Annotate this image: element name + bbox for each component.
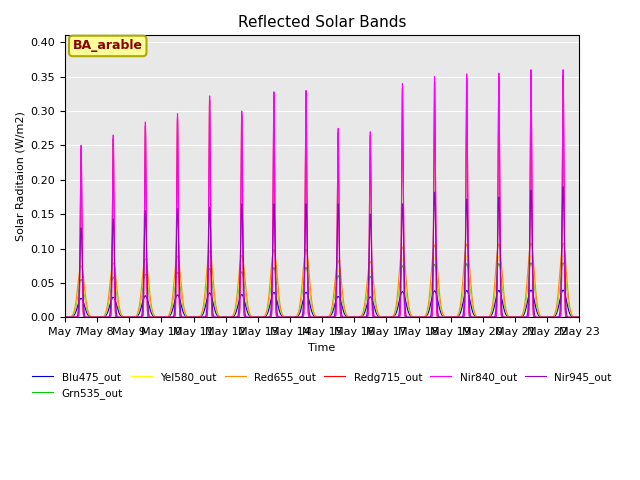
Blu475_out xyxy=(219,314,227,320)
Nir840_out xyxy=(292,314,300,320)
Blu475_out xyxy=(447,314,455,320)
Legend: Blu475_out, Grn535_out, Yel580_out, Red655_out, Redg715_out, Nir840_out, Nir945_: Blu475_out, Grn535_out, Yel580_out, Red6… xyxy=(28,368,616,403)
Yel580_out xyxy=(447,314,455,320)
Red655_out xyxy=(61,314,69,320)
Nir840_out xyxy=(447,314,455,320)
Nir945_out xyxy=(447,314,455,320)
Line: Nir840_out: Nir840_out xyxy=(65,70,579,317)
Y-axis label: Solar Raditaion (W/m2): Solar Raditaion (W/m2) xyxy=(15,111,25,241)
Grn535_out xyxy=(219,314,227,320)
Line: Blu475_out: Blu475_out xyxy=(65,290,579,317)
Nir840_out xyxy=(575,314,583,320)
Grn535_out xyxy=(575,314,583,320)
Nir840_out xyxy=(79,305,87,311)
Red655_out xyxy=(509,314,517,320)
Nir840_out xyxy=(219,314,227,320)
Nir840_out xyxy=(61,314,69,320)
Red655_out xyxy=(79,271,87,276)
Line: Nir945_out: Nir945_out xyxy=(65,187,579,317)
Redg715_out xyxy=(292,314,300,320)
Nir945_out xyxy=(61,314,69,320)
Blu475_out xyxy=(575,314,583,320)
Redg715_out xyxy=(219,314,227,320)
Nir945_out xyxy=(292,314,300,320)
Blu475_out xyxy=(61,314,69,320)
Redg715_out xyxy=(79,305,87,311)
Yel580_out xyxy=(292,314,300,320)
Nir945_out xyxy=(559,184,567,190)
Grn535_out xyxy=(447,314,455,320)
Nir840_out xyxy=(509,314,517,320)
Red655_out xyxy=(575,314,583,320)
X-axis label: Time: Time xyxy=(308,343,336,353)
Redg715_out xyxy=(447,314,455,320)
Redg715_out xyxy=(195,314,202,320)
Grn535_out xyxy=(61,314,69,320)
Grn535_out xyxy=(195,314,202,320)
Redg715_out xyxy=(61,314,69,320)
Title: Reflected Solar Bands: Reflected Solar Bands xyxy=(238,15,406,30)
Grn535_out xyxy=(292,314,300,320)
Red655_out xyxy=(219,314,227,320)
Nir840_out xyxy=(195,314,202,320)
Text: BA_arable: BA_arable xyxy=(73,39,143,52)
Redg715_out xyxy=(559,72,567,78)
Yel580_out xyxy=(61,314,69,320)
Nir945_out xyxy=(509,314,517,320)
Yel580_out xyxy=(559,252,567,258)
Nir945_out xyxy=(195,314,202,320)
Yel580_out xyxy=(575,314,583,320)
Nir945_out xyxy=(219,314,227,320)
Nir840_out xyxy=(559,67,567,72)
Red655_out xyxy=(292,314,300,320)
Red655_out xyxy=(195,314,202,320)
Blu475_out xyxy=(559,287,567,293)
Red655_out xyxy=(447,314,455,320)
Blu475_out xyxy=(79,299,87,304)
Grn535_out xyxy=(559,260,567,266)
Grn535_out xyxy=(509,314,517,320)
Blu475_out xyxy=(292,314,300,320)
Line: Yel580_out: Yel580_out xyxy=(65,255,579,317)
Blu475_out xyxy=(509,314,517,320)
Nir945_out xyxy=(79,286,87,292)
Line: Red655_out: Red655_out xyxy=(65,243,579,317)
Yel580_out xyxy=(509,314,517,320)
Yel580_out xyxy=(195,314,202,320)
Line: Redg715_out: Redg715_out xyxy=(65,75,579,317)
Redg715_out xyxy=(509,314,517,320)
Grn535_out xyxy=(79,282,87,288)
Redg715_out xyxy=(575,314,583,320)
Blu475_out xyxy=(195,314,202,320)
Yel580_out xyxy=(79,278,87,284)
Line: Grn535_out: Grn535_out xyxy=(65,263,579,317)
Red655_out xyxy=(559,240,567,246)
Yel580_out xyxy=(219,314,227,320)
Nir945_out xyxy=(575,314,583,320)
